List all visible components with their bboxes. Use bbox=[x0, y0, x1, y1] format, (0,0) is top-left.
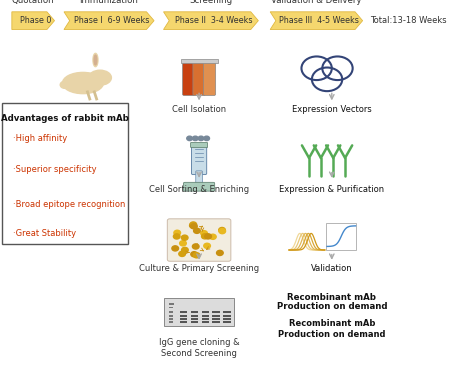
Circle shape bbox=[190, 223, 196, 228]
Circle shape bbox=[198, 136, 204, 141]
Text: Expression Vectors: Expression Vectors bbox=[292, 105, 372, 114]
FancyBboxPatch shape bbox=[169, 321, 173, 323]
Text: IgG gene cloning &
Second Screening: IgG gene cloning & Second Screening bbox=[159, 338, 239, 358]
Text: Production on demand: Production on demand bbox=[276, 302, 387, 311]
FancyBboxPatch shape bbox=[201, 321, 210, 323]
Text: Advantages of rabbit mAb: Advantages of rabbit mAb bbox=[1, 114, 129, 123]
Circle shape bbox=[182, 235, 188, 240]
Text: Phase III  4-5 Weeks: Phase III 4-5 Weeks bbox=[279, 16, 359, 25]
Text: ·Great Stability: ·Great Stability bbox=[13, 229, 76, 238]
Circle shape bbox=[182, 247, 188, 252]
Text: Expression & Purification: Expression & Purification bbox=[279, 184, 384, 193]
FancyBboxPatch shape bbox=[212, 315, 219, 317]
FancyBboxPatch shape bbox=[201, 311, 210, 313]
Circle shape bbox=[190, 222, 197, 227]
FancyBboxPatch shape bbox=[164, 298, 234, 326]
FancyBboxPatch shape bbox=[191, 321, 198, 323]
Circle shape bbox=[191, 252, 198, 257]
Ellipse shape bbox=[89, 70, 111, 85]
Circle shape bbox=[192, 136, 198, 141]
FancyBboxPatch shape bbox=[169, 311, 173, 313]
Circle shape bbox=[191, 224, 197, 229]
FancyBboxPatch shape bbox=[183, 182, 215, 191]
FancyBboxPatch shape bbox=[180, 311, 187, 313]
Text: Culture & Primary Screening: Culture & Primary Screening bbox=[139, 264, 259, 273]
Ellipse shape bbox=[94, 55, 97, 65]
Text: ·Broad epitope recognition: ·Broad epitope recognition bbox=[13, 200, 126, 208]
Circle shape bbox=[204, 136, 210, 141]
FancyBboxPatch shape bbox=[201, 315, 210, 317]
FancyBboxPatch shape bbox=[223, 318, 230, 320]
FancyBboxPatch shape bbox=[223, 315, 230, 317]
Circle shape bbox=[192, 244, 199, 249]
FancyBboxPatch shape bbox=[169, 318, 173, 320]
Circle shape bbox=[180, 241, 186, 246]
FancyBboxPatch shape bbox=[223, 321, 230, 323]
Text: Screening: Screening bbox=[190, 0, 232, 5]
Circle shape bbox=[172, 246, 179, 251]
Text: Total:13-18 Weeks: Total:13-18 Weeks bbox=[370, 16, 447, 25]
Circle shape bbox=[193, 228, 200, 233]
FancyBboxPatch shape bbox=[196, 171, 202, 183]
Polygon shape bbox=[12, 12, 55, 30]
Circle shape bbox=[219, 227, 225, 232]
Text: Cell Isolation: Cell Isolation bbox=[172, 105, 226, 114]
FancyBboxPatch shape bbox=[180, 321, 187, 323]
FancyBboxPatch shape bbox=[191, 142, 208, 148]
Text: Recombinant mAb: Recombinant mAb bbox=[287, 293, 376, 301]
Text: ·Superior specificity: ·Superior specificity bbox=[13, 165, 97, 174]
FancyBboxPatch shape bbox=[181, 59, 218, 63]
Circle shape bbox=[60, 81, 69, 88]
Text: Recombinant mAb
Production on demand: Recombinant mAb Production on demand bbox=[278, 319, 385, 339]
Circle shape bbox=[187, 136, 192, 141]
Text: Phase I  6-9 Weeks: Phase I 6-9 Weeks bbox=[74, 16, 150, 25]
FancyBboxPatch shape bbox=[191, 311, 198, 313]
FancyBboxPatch shape bbox=[169, 303, 174, 305]
Text: Phase II  3-4 Weeks: Phase II 3-4 Weeks bbox=[175, 16, 253, 25]
FancyBboxPatch shape bbox=[167, 219, 231, 261]
Circle shape bbox=[205, 234, 211, 239]
Polygon shape bbox=[270, 12, 363, 30]
Circle shape bbox=[173, 234, 180, 239]
FancyBboxPatch shape bbox=[212, 311, 219, 313]
FancyBboxPatch shape bbox=[180, 315, 187, 317]
FancyBboxPatch shape bbox=[193, 61, 205, 96]
FancyBboxPatch shape bbox=[169, 307, 173, 308]
Circle shape bbox=[210, 234, 216, 239]
Circle shape bbox=[201, 234, 208, 239]
FancyBboxPatch shape bbox=[191, 315, 198, 317]
FancyBboxPatch shape bbox=[201, 318, 210, 320]
Circle shape bbox=[201, 231, 208, 236]
Text: Validation & Delivery: Validation & Delivery bbox=[271, 0, 362, 5]
Polygon shape bbox=[64, 12, 154, 30]
FancyBboxPatch shape bbox=[223, 311, 230, 313]
Circle shape bbox=[204, 243, 210, 248]
Circle shape bbox=[219, 228, 226, 234]
FancyBboxPatch shape bbox=[326, 223, 356, 250]
FancyBboxPatch shape bbox=[191, 146, 207, 175]
Text: Phase 0: Phase 0 bbox=[20, 16, 52, 25]
Text: Quotation: Quotation bbox=[12, 0, 55, 5]
Ellipse shape bbox=[63, 72, 103, 94]
FancyBboxPatch shape bbox=[169, 315, 173, 317]
FancyBboxPatch shape bbox=[191, 318, 198, 320]
FancyBboxPatch shape bbox=[2, 103, 128, 244]
FancyBboxPatch shape bbox=[180, 318, 187, 320]
Circle shape bbox=[179, 251, 185, 256]
FancyBboxPatch shape bbox=[182, 61, 195, 96]
Text: Immunization: Immunization bbox=[80, 0, 138, 5]
Polygon shape bbox=[164, 12, 258, 30]
Circle shape bbox=[217, 250, 223, 255]
Ellipse shape bbox=[93, 54, 98, 67]
Text: Cell Sorting & Enriching: Cell Sorting & Enriching bbox=[149, 184, 249, 193]
Circle shape bbox=[193, 253, 200, 258]
Text: Validation: Validation bbox=[311, 264, 353, 273]
Text: ·High affinity: ·High affinity bbox=[13, 134, 67, 143]
Circle shape bbox=[174, 230, 181, 235]
FancyBboxPatch shape bbox=[203, 61, 216, 96]
FancyBboxPatch shape bbox=[212, 318, 219, 320]
FancyBboxPatch shape bbox=[212, 321, 219, 323]
